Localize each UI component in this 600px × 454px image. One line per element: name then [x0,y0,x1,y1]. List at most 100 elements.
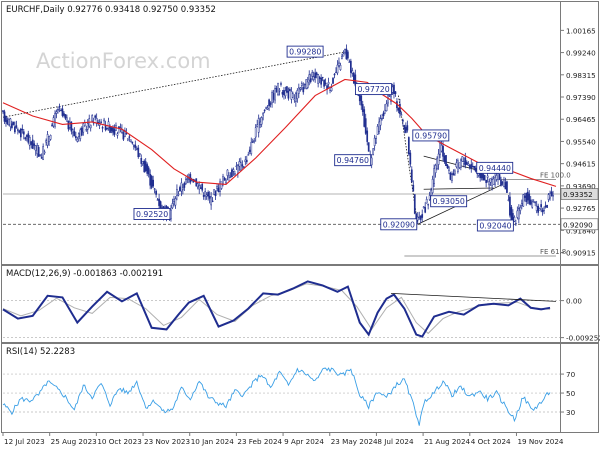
candle-body [76,138,79,142]
price-annotation-box [133,208,171,220]
price-annotation-box [334,154,372,167]
candle-body [460,159,462,168]
candle-body [144,161,147,172]
candle-body [79,129,82,139]
candle-body [523,195,526,198]
rsi-line [2,367,551,426]
candle-body [495,175,498,180]
candle-body [156,199,159,201]
candle-body [146,164,149,174]
candle-body [379,118,382,126]
candle-body [413,194,416,214]
candle-body [462,161,465,165]
candle-body [382,112,385,117]
candle-body [28,136,31,146]
candle-body [238,161,241,167]
candle-body [30,141,33,145]
candle-body [540,204,542,208]
candle-body [341,56,343,59]
candle-body [140,158,143,164]
candle-body [122,132,125,140]
candle-body [399,103,401,114]
candle-body [515,222,517,225]
current-price-tag-label: 0.93352 [563,190,593,199]
candle-body [373,137,376,146]
candle-body [425,198,428,204]
candle-body [500,179,502,186]
candle-body [367,142,370,152]
candle-body [286,86,288,93]
candle-body [248,149,251,152]
price-annotation-box [412,129,450,142]
price-ytick-label: 0.91840 [566,226,596,235]
candle-body [101,127,104,129]
candle-body [77,133,80,137]
x-tick-label: 21 Aug 2024 [424,437,470,446]
candle-body [552,195,554,197]
candle-body [262,112,264,116]
candle-body [36,145,39,155]
candle-body [60,109,62,112]
candle-body [311,72,314,77]
candle-body [213,189,215,195]
candle-body [446,164,449,169]
price-ytick-label: 0.90915 [566,249,596,258]
candle-body [127,138,129,141]
candle-body [486,175,489,178]
candle-body [82,123,85,133]
candle-body [58,105,61,108]
candle-body [277,83,279,95]
price-annotation-box [476,219,514,232]
candle-body [2,110,4,112]
candle-body [66,117,68,122]
candle-body [384,104,386,111]
candle-body [211,200,214,202]
candle-body [268,99,270,107]
candle-body [549,193,551,199]
x-tick-label: 4 Oct 2024 [471,437,511,446]
candle-body [528,193,531,204]
candle-body [306,81,309,88]
candle-body [61,108,64,116]
x-tick-label: 23 May 2024 [331,437,378,446]
price-annotation-label: 0.94440 [479,164,511,173]
candle-body [363,109,366,127]
candle-body [49,135,52,140]
candle-body [468,165,471,169]
candle-body [150,175,153,188]
candle-body [143,160,146,172]
candle-body [225,179,227,184]
candle-body [241,164,244,167]
candle-body [11,123,13,128]
candle-body [214,190,217,197]
candle-body [449,172,452,180]
candle-body [427,204,430,206]
candle-body [222,176,224,185]
candle-body [269,103,272,105]
candle-body [318,77,321,80]
candle-body [106,127,108,130]
candle-body [458,162,461,168]
candle-body [345,48,348,60]
candle-body [338,61,340,64]
candle-body [259,121,262,125]
candle-body [410,169,413,183]
price-panel-title: EURCHF,Daily 0.92776 0.93418 0.92750 0.9… [6,5,216,15]
candle-body [237,164,239,174]
candle-body [407,137,410,155]
price-ytick-label: 0.99240 [566,49,596,58]
candle-body [174,198,177,206]
candle-body [416,216,419,221]
candle-body [535,205,538,211]
candle-body [63,113,65,116]
candle-body [179,187,181,192]
candle-body [292,93,294,98]
candle-body [186,178,189,180]
candle-body [300,83,303,86]
candle-body [153,188,156,190]
candle-body [390,95,392,102]
candle-body [89,124,92,129]
candle-body [381,117,383,120]
candle-body [199,187,202,189]
